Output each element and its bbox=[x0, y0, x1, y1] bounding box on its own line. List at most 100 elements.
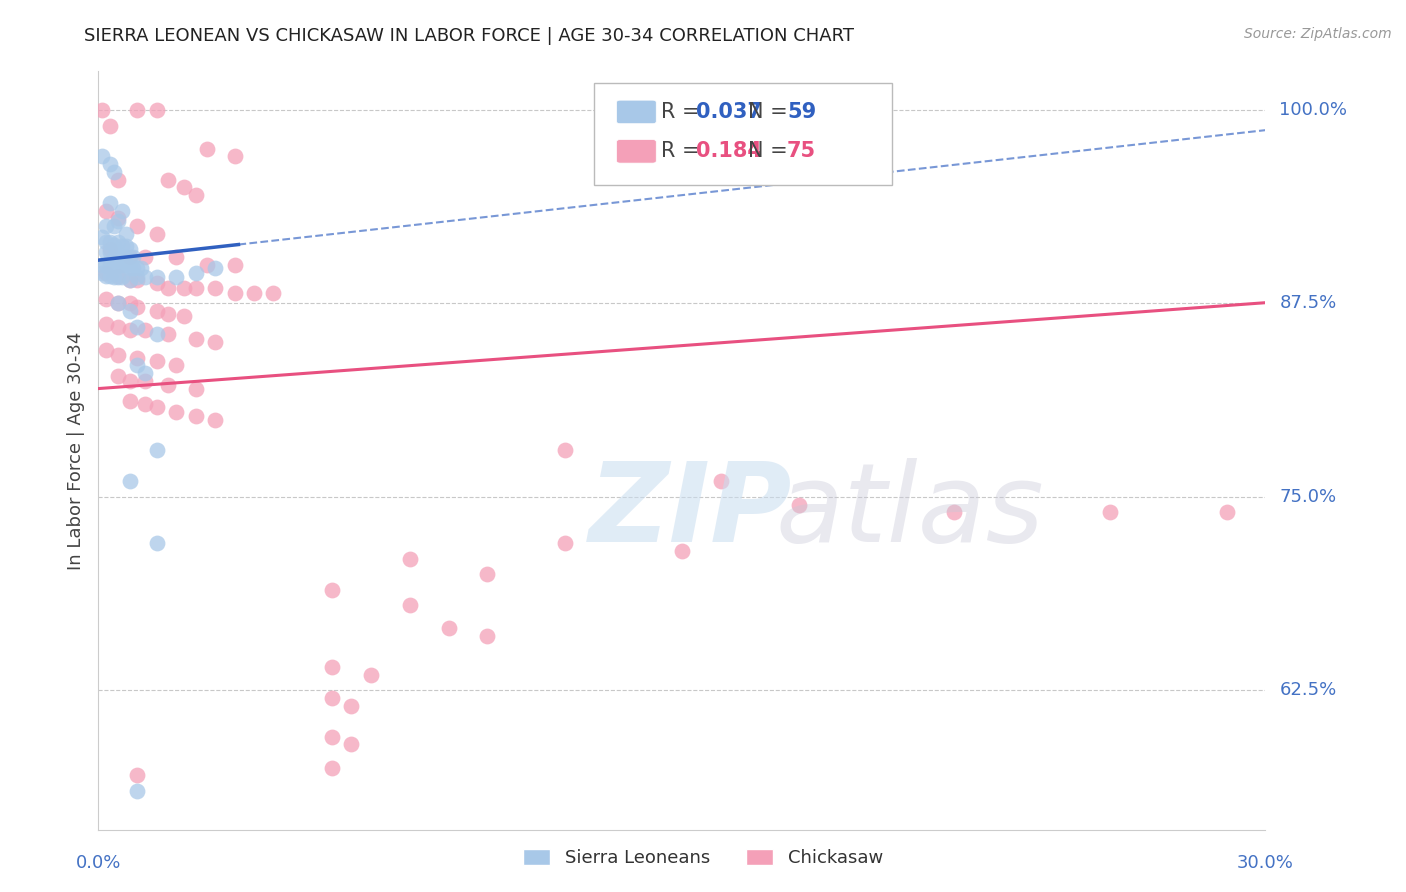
Point bbox=[127, 784, 149, 798]
Text: SIERRA LEONEAN VS CHICKASAW IN LABOR FORCE | AGE 30-34 CORRELATION CHART: SIERRA LEONEAN VS CHICKASAW IN LABOR FOR… bbox=[84, 27, 855, 45]
Point bbox=[554, 443, 576, 458]
Point bbox=[184, 266, 207, 280]
Point bbox=[157, 378, 180, 392]
Point bbox=[321, 761, 343, 775]
Point bbox=[787, 498, 810, 512]
Point bbox=[114, 250, 136, 264]
Point bbox=[321, 730, 343, 744]
Point bbox=[146, 400, 169, 414]
Point bbox=[134, 250, 156, 264]
Point bbox=[134, 270, 156, 285]
Text: 59: 59 bbox=[787, 102, 817, 121]
Point bbox=[157, 281, 180, 295]
Point bbox=[107, 296, 129, 310]
Point bbox=[96, 258, 118, 272]
Point bbox=[98, 268, 121, 283]
Point bbox=[146, 443, 169, 458]
Point bbox=[204, 412, 226, 426]
Point bbox=[122, 250, 145, 264]
Point bbox=[118, 304, 141, 318]
Text: 0.0%: 0.0% bbox=[76, 855, 121, 872]
Point bbox=[107, 319, 129, 334]
Text: 87.5%: 87.5% bbox=[1279, 294, 1337, 312]
Point bbox=[1215, 505, 1237, 519]
Point bbox=[111, 258, 134, 272]
Point bbox=[340, 698, 363, 713]
Point bbox=[114, 239, 136, 253]
Point bbox=[146, 353, 169, 368]
Point bbox=[107, 258, 129, 272]
Point bbox=[107, 296, 129, 310]
Point bbox=[98, 235, 121, 249]
Point bbox=[127, 219, 149, 233]
Point bbox=[118, 273, 141, 287]
Point bbox=[340, 738, 363, 752]
FancyBboxPatch shape bbox=[595, 83, 891, 186]
Point bbox=[127, 270, 149, 285]
Point bbox=[107, 250, 129, 264]
Point bbox=[184, 281, 207, 295]
Text: ZIP: ZIP bbox=[589, 458, 792, 565]
Point bbox=[127, 103, 149, 117]
Point bbox=[129, 260, 152, 275]
Point bbox=[118, 250, 141, 264]
Point bbox=[91, 258, 114, 272]
Point bbox=[96, 266, 118, 280]
Point bbox=[103, 237, 125, 252]
Point bbox=[204, 260, 226, 275]
Text: 75.0%: 75.0% bbox=[1279, 488, 1337, 506]
Point bbox=[184, 382, 207, 396]
Point bbox=[127, 260, 149, 275]
Point bbox=[195, 142, 218, 156]
Point bbox=[98, 195, 121, 210]
Point bbox=[321, 660, 343, 674]
Point bbox=[96, 292, 118, 306]
Point bbox=[91, 266, 114, 280]
Text: N =: N = bbox=[748, 141, 794, 161]
Text: 0.184: 0.184 bbox=[696, 141, 762, 161]
Point bbox=[127, 768, 149, 782]
Point bbox=[554, 536, 576, 550]
Point bbox=[91, 230, 114, 244]
Point bbox=[204, 281, 226, 295]
Point bbox=[96, 343, 118, 357]
Point bbox=[114, 227, 136, 241]
Y-axis label: In Labor Force | Age 30-34: In Labor Force | Age 30-34 bbox=[66, 331, 84, 570]
Point bbox=[118, 296, 141, 310]
Point bbox=[118, 475, 141, 489]
Point bbox=[114, 258, 136, 272]
Point bbox=[118, 323, 141, 337]
Point bbox=[134, 366, 156, 380]
Point bbox=[127, 359, 149, 373]
Point bbox=[107, 214, 129, 228]
Text: 100.0%: 100.0% bbox=[1279, 101, 1347, 119]
Point bbox=[710, 475, 733, 489]
Point bbox=[107, 270, 129, 285]
Point bbox=[321, 582, 343, 597]
Point bbox=[111, 203, 134, 218]
Point bbox=[173, 309, 195, 323]
Point bbox=[91, 149, 114, 163]
Point bbox=[146, 304, 169, 318]
Point bbox=[107, 172, 129, 186]
Point bbox=[118, 242, 141, 256]
Point bbox=[195, 258, 218, 272]
Point bbox=[157, 327, 180, 342]
Text: 30.0%: 30.0% bbox=[1237, 855, 1294, 872]
Point bbox=[98, 157, 121, 171]
Point bbox=[107, 369, 129, 384]
Point bbox=[96, 245, 118, 260]
Point bbox=[96, 203, 118, 218]
Point bbox=[98, 245, 121, 260]
Point bbox=[184, 409, 207, 424]
Point bbox=[165, 270, 187, 285]
Text: R =: R = bbox=[661, 102, 706, 121]
Point bbox=[103, 165, 125, 179]
Point bbox=[157, 307, 180, 321]
Legend: Sierra Leoneans, Chickasaw: Sierra Leoneans, Chickasaw bbox=[516, 841, 890, 874]
Point bbox=[165, 250, 187, 264]
Point bbox=[477, 629, 499, 643]
Point bbox=[184, 332, 207, 346]
Point bbox=[437, 621, 460, 635]
Point bbox=[134, 397, 156, 411]
